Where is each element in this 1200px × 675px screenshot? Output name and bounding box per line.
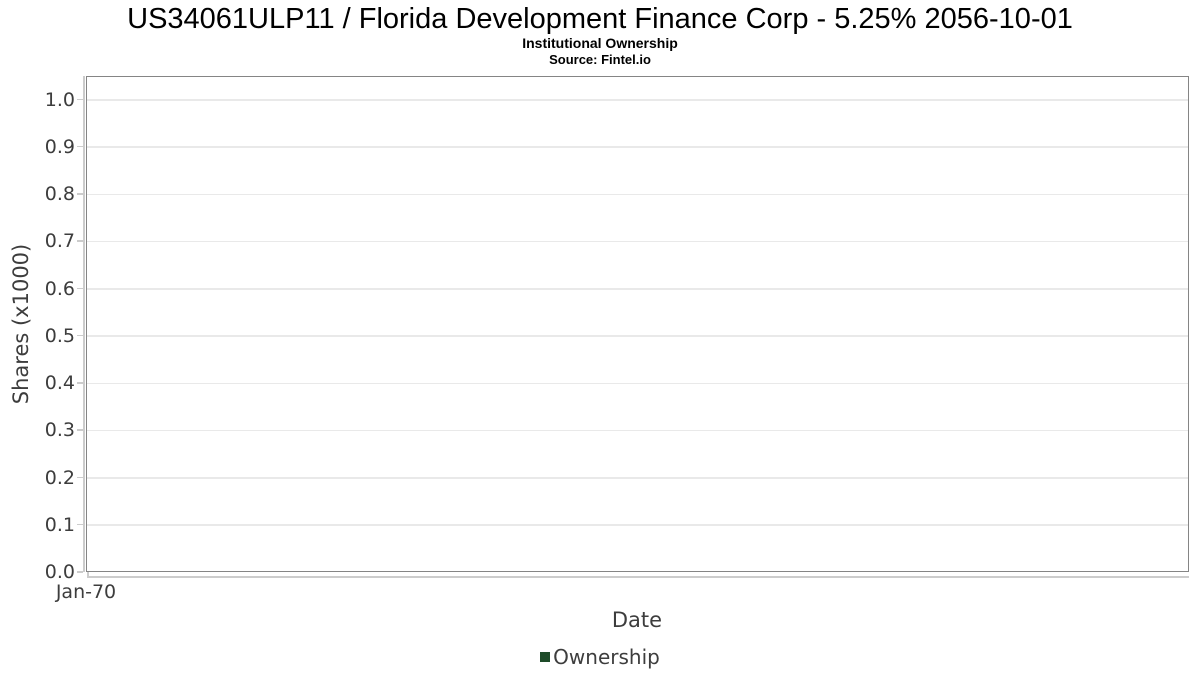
y-axis-tick xyxy=(77,240,83,242)
gridline xyxy=(87,288,1188,290)
gridline xyxy=(87,429,1188,432)
chart-source: Source: Fintel.io xyxy=(549,52,651,67)
gridline xyxy=(87,146,1188,148)
y-axis-tick xyxy=(77,571,83,573)
y-tick-label: 0.6 xyxy=(44,277,75,300)
y-axis-tick xyxy=(77,193,83,195)
x-axis-tick xyxy=(87,572,89,577)
gridline xyxy=(87,524,1188,526)
y-axis-tick xyxy=(77,429,83,431)
y-tick-label: 0.9 xyxy=(44,135,75,158)
y-tick-label: 0.5 xyxy=(44,324,75,347)
legend-item-ownership[interactable]: Ownership xyxy=(540,645,660,669)
x-axis-line xyxy=(87,576,1189,578)
x-axis-title: Date xyxy=(611,608,663,632)
y-axis-tick xyxy=(77,523,83,526)
y-tick-label: 1.0 xyxy=(44,88,75,111)
gridline xyxy=(87,99,1188,101)
gridline xyxy=(87,477,1188,479)
y-axis-tick xyxy=(77,334,83,337)
y-axis-line xyxy=(83,76,85,572)
y-tick-label: 0.2 xyxy=(44,466,75,489)
x-tick-label: Jan-70 xyxy=(55,581,117,603)
gridline xyxy=(87,240,1188,243)
y-axis-tick xyxy=(77,145,83,148)
y-tick-label: 0.1 xyxy=(44,513,75,536)
y-tick-label: 0.8 xyxy=(44,183,75,206)
gridline xyxy=(87,335,1188,337)
y-axis-tick xyxy=(77,476,83,479)
y-axis-tick xyxy=(77,287,83,290)
gridline xyxy=(87,193,1188,196)
y-tick-label: 0.4 xyxy=(44,372,75,395)
chart-subtitle: Institutional Ownership xyxy=(522,35,678,51)
gridline xyxy=(87,382,1188,385)
legend-label: Ownership xyxy=(553,645,660,669)
plot-area xyxy=(86,76,1189,572)
y-tick-label: 0.0 xyxy=(44,561,75,583)
legend-marker-icon xyxy=(540,652,551,662)
y-axis-tick xyxy=(77,382,83,384)
y-axis-tick xyxy=(77,98,83,101)
legend: Ownership xyxy=(0,645,1200,669)
y-tick-label: 0.3 xyxy=(44,419,75,442)
chart-title: US34061ULP11 / Florida Development Finan… xyxy=(127,3,1073,35)
y-tick-label: 0.7 xyxy=(44,230,75,253)
